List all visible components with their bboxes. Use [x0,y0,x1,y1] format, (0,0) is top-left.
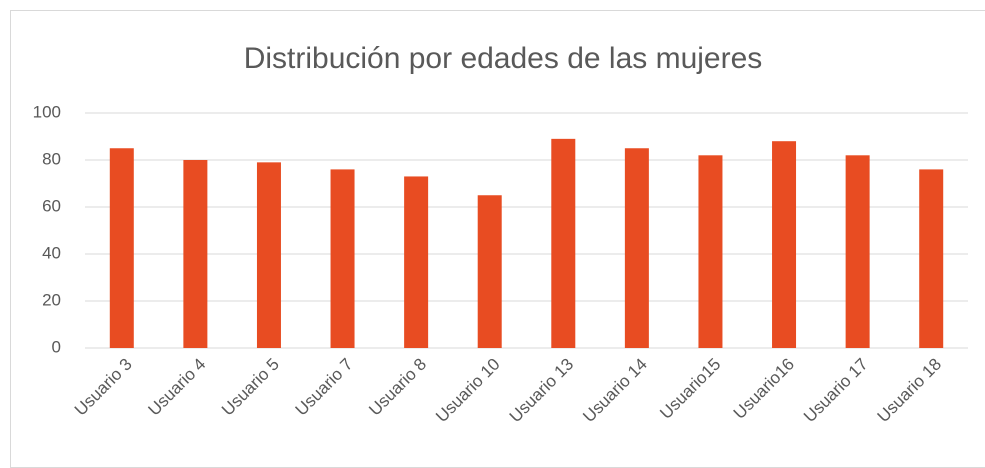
bar [845,155,870,348]
y-tick-label: 20 [42,290,61,309]
bar [330,169,355,348]
bar [404,176,429,348]
y-tick-label: 100 [33,102,61,121]
bar [698,155,723,348]
bar [772,141,797,348]
bar [183,160,208,348]
bar [477,195,502,348]
bar [624,148,649,348]
bar [109,148,134,348]
chart-title: Distribución por edades de las mujeres [244,42,763,75]
y-tick-label: 60 [42,196,61,215]
bar [551,138,576,348]
y-tick-label: 0 [52,337,61,356]
y-tick-label: 80 [42,149,61,168]
bar [919,169,944,348]
bar [256,162,281,348]
y-tick-label: 40 [42,243,61,262]
